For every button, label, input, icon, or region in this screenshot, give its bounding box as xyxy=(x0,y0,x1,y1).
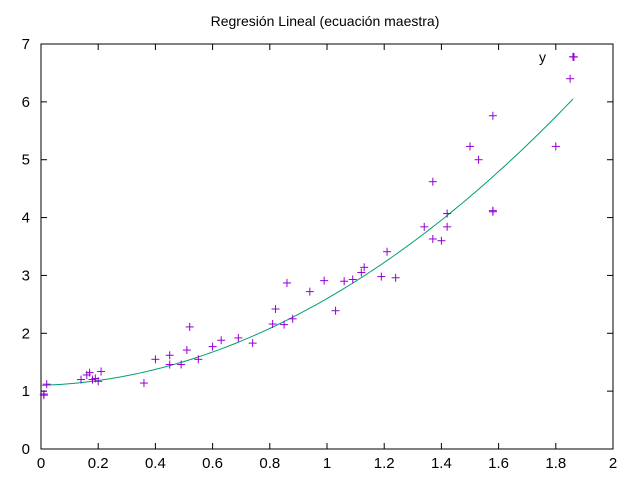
data-point xyxy=(383,247,392,256)
data-point xyxy=(488,207,497,216)
ticks: 0 0.2 0.4 0.6 0.8 1 1.2 1.4 1.6 1.8 2 0 1 2 3 4 5 6 7 xyxy=(22,36,618,472)
data-point xyxy=(271,304,280,313)
data-point xyxy=(97,367,106,376)
data-point xyxy=(443,222,452,231)
data-point xyxy=(165,351,174,360)
data-point xyxy=(248,339,257,348)
x-tick-label: 0.4 xyxy=(145,455,166,472)
data-point xyxy=(182,346,191,355)
data-point xyxy=(348,275,357,284)
fit-curve xyxy=(40,98,574,386)
data-point xyxy=(391,273,400,282)
x-tick-label: 1.6 xyxy=(488,455,509,472)
data-point xyxy=(280,320,289,329)
plot-border xyxy=(40,43,614,450)
data-point xyxy=(331,306,340,315)
data-points xyxy=(39,52,577,400)
data-point xyxy=(566,74,575,83)
data-point xyxy=(139,379,148,388)
x-tick-label: 1.2 xyxy=(374,455,395,472)
data-point xyxy=(234,333,243,342)
data-point xyxy=(39,391,48,400)
x-tick-label: 1.4 xyxy=(431,455,452,472)
data-point xyxy=(360,263,369,272)
legend-marker xyxy=(570,53,578,61)
data-point xyxy=(305,287,314,296)
y-tick-label: 0 xyxy=(22,441,30,458)
data-point xyxy=(377,272,386,281)
x-tick-label: 0 xyxy=(37,455,45,472)
x-tick-label: 0.2 xyxy=(88,455,109,472)
data-point xyxy=(488,111,497,120)
data-point xyxy=(208,342,217,351)
y-tick-label: 5 xyxy=(22,152,30,169)
data-point xyxy=(282,278,291,287)
x-tick-label: 1.8 xyxy=(545,455,566,472)
x-tick-label: 1 xyxy=(323,455,331,472)
data-point xyxy=(177,360,186,369)
y-tick-label: 4 xyxy=(22,210,30,227)
y-tick-label: 1 xyxy=(22,383,30,400)
fit-curve-layer xyxy=(40,98,574,386)
data-point xyxy=(217,336,226,345)
data-point xyxy=(420,222,429,231)
data-point xyxy=(340,277,349,286)
data-point xyxy=(443,209,452,218)
legend-label: y xyxy=(539,49,546,65)
y-tick-label: 3 xyxy=(22,267,30,284)
data-point xyxy=(85,368,94,377)
data-point xyxy=(551,142,560,151)
data-point xyxy=(437,236,446,245)
data-point xyxy=(194,355,203,364)
data-point xyxy=(151,355,160,364)
data-point xyxy=(428,177,437,186)
data-point xyxy=(165,360,174,369)
x-tick-label: 2 xyxy=(609,455,617,472)
data-point xyxy=(268,320,277,329)
legend: y xyxy=(539,49,578,65)
data-point xyxy=(288,314,297,323)
data-point xyxy=(94,377,103,386)
chart-title: Regresión Lineal (ecuación maestra) xyxy=(211,13,440,29)
data-point xyxy=(320,276,329,285)
y-tick-label: 6 xyxy=(22,94,30,111)
data-point xyxy=(42,380,51,389)
x-tick-label: 0.6 xyxy=(202,455,223,472)
data-point xyxy=(466,142,474,151)
axes xyxy=(40,43,614,450)
x-tick-label: 0.8 xyxy=(259,455,280,472)
y-tick-label: 7 xyxy=(22,36,30,53)
data-point xyxy=(474,155,483,164)
y-tick-label: 2 xyxy=(22,325,30,342)
data-point xyxy=(428,234,437,243)
data-point xyxy=(77,375,86,384)
data-point xyxy=(357,268,366,277)
data-point xyxy=(185,322,194,331)
